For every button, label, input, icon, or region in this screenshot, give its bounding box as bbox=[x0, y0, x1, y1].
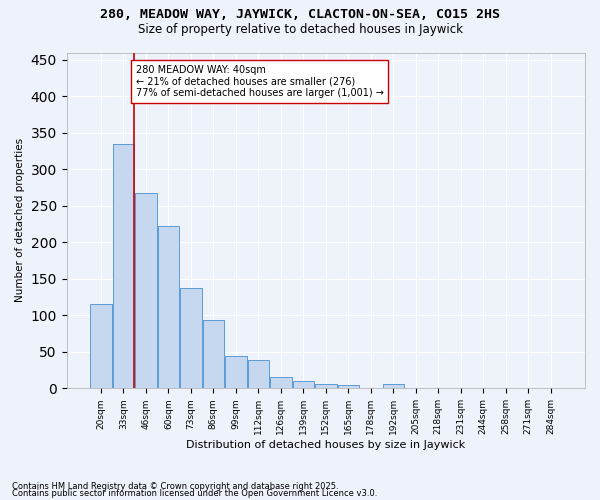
Text: Size of property relative to detached houses in Jaywick: Size of property relative to detached ho… bbox=[137, 22, 463, 36]
Bar bbox=[270, 376, 292, 388]
Bar bbox=[225, 356, 247, 388]
Text: 280, MEADOW WAY, JAYWICK, CLACTON-ON-SEA, CO15 2HS: 280, MEADOW WAY, JAYWICK, CLACTON-ON-SEA… bbox=[100, 8, 500, 20]
Bar bbox=[180, 288, 202, 388]
Bar bbox=[90, 304, 112, 388]
Y-axis label: Number of detached properties: Number of detached properties bbox=[15, 138, 25, 302]
Bar bbox=[248, 360, 269, 388]
Bar bbox=[203, 320, 224, 388]
Bar bbox=[113, 144, 134, 388]
Bar bbox=[135, 192, 157, 388]
Bar bbox=[383, 384, 404, 388]
Bar bbox=[158, 226, 179, 388]
Bar bbox=[338, 384, 359, 388]
Text: Contains HM Land Registry data © Crown copyright and database right 2025.: Contains HM Land Registry data © Crown c… bbox=[12, 482, 338, 491]
X-axis label: Distribution of detached houses by size in Jaywick: Distribution of detached houses by size … bbox=[186, 440, 466, 450]
Bar bbox=[293, 381, 314, 388]
Text: Contains public sector information licensed under the Open Government Licence v3: Contains public sector information licen… bbox=[12, 490, 377, 498]
Bar bbox=[315, 384, 337, 388]
Text: 280 MEADOW WAY: 40sqm
← 21% of detached houses are smaller (276)
77% of semi-det: 280 MEADOW WAY: 40sqm ← 21% of detached … bbox=[136, 65, 383, 98]
